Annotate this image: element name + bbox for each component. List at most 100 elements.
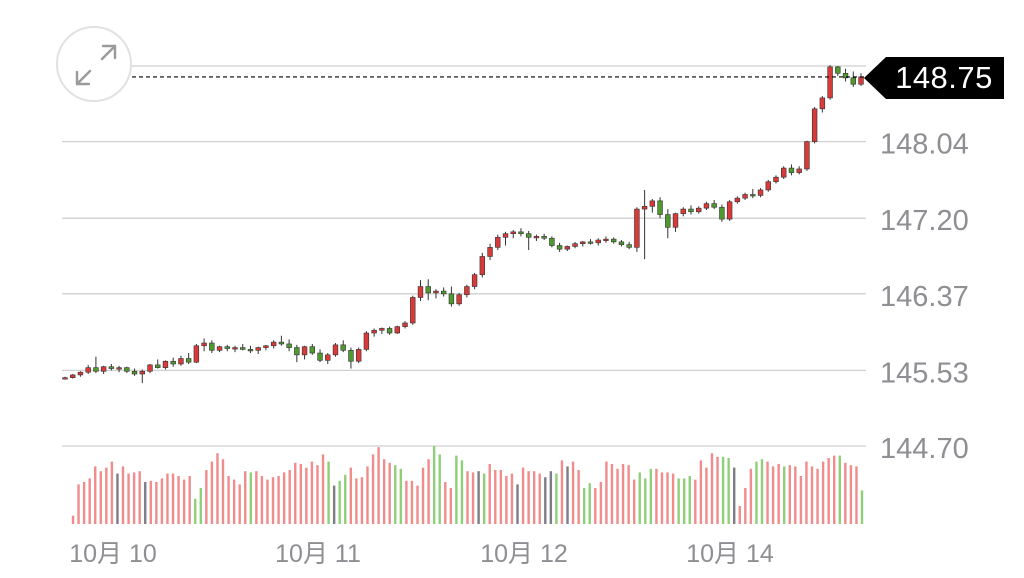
volume-bar [216, 453, 219, 524]
candle-body [541, 236, 547, 239]
candle-body [394, 326, 401, 334]
candle-body [124, 367, 130, 372]
candle [502, 231, 509, 246]
volume-bar [110, 461, 114, 524]
candle [116, 365, 122, 373]
candle [835, 66, 841, 77]
volume-bar [777, 464, 780, 524]
candle-body [680, 208, 686, 214]
candle-body [456, 294, 462, 305]
volume-bar [227, 476, 230, 524]
candle-body [471, 274, 478, 287]
candle [518, 228, 524, 237]
candle-body [626, 244, 632, 248]
candle [580, 240, 586, 247]
candle-body [386, 328, 393, 334]
candle-body [402, 322, 408, 327]
candle [711, 199, 717, 210]
candle [62, 376, 68, 380]
volume-bar [94, 466, 97, 524]
volume-bar [99, 471, 102, 524]
candle-body [185, 358, 192, 363]
candle [278, 335, 285, 346]
volume-bar [799, 476, 803, 524]
volume-bar [82, 482, 86, 524]
candle-body [525, 233, 532, 238]
candle [209, 340, 215, 354]
candle [77, 371, 84, 377]
candle [178, 355, 184, 366]
candle [232, 345, 238, 353]
volume-bar [816, 468, 819, 524]
volume-bar [538, 473, 541, 524]
candle-body [703, 203, 710, 209]
candle-body [757, 189, 764, 196]
candle-body [278, 341, 285, 345]
candle-body [580, 241, 586, 244]
volume-bar [494, 470, 497, 524]
volume-bar [632, 479, 636, 524]
volume-bar [738, 506, 741, 524]
candle [796, 166, 802, 175]
volume-bar [399, 468, 403, 524]
volume-bar [688, 476, 691, 524]
volume-bar [721, 456, 725, 524]
volume-bar [805, 461, 808, 524]
candle-body [309, 346, 315, 354]
volume-bar [460, 460, 464, 524]
volume-bar [238, 484, 241, 524]
volume-bar [655, 468, 658, 524]
candle-body [363, 332, 370, 350]
candle [788, 164, 795, 176]
candle [363, 331, 370, 352]
volume-bar [232, 479, 236, 524]
volume-bar [205, 470, 208, 524]
candle-body [665, 214, 671, 228]
candle-body [317, 352, 323, 361]
candle [85, 364, 91, 375]
candle-body [672, 213, 679, 228]
volume-bar [71, 515, 75, 524]
candle-body [556, 245, 563, 250]
candle [719, 204, 725, 222]
volume-bar [188, 476, 191, 524]
volume-bar [132, 472, 136, 524]
candle-body [564, 246, 571, 250]
candle-body [448, 293, 455, 305]
volume-bar [660, 472, 664, 524]
candle-body [726, 201, 733, 220]
volume-bar [810, 466, 814, 524]
candle-body [139, 370, 145, 375]
volume-bar [544, 477, 547, 524]
volume-bar [477, 471, 480, 524]
candle [263, 344, 269, 351]
candle [410, 295, 416, 325]
y-tick-label: 146.37 [880, 281, 969, 313]
volume-bar [88, 478, 91, 524]
candle [386, 326, 393, 335]
candle-body [688, 208, 694, 213]
candle-body [781, 167, 787, 178]
candle-body [70, 374, 76, 378]
volume-bar [305, 467, 308, 524]
volume-bar [160, 478, 164, 524]
candle [108, 363, 115, 371]
candle [510, 230, 516, 239]
last-price-value: 148.75 [895, 60, 993, 95]
candle [309, 343, 315, 355]
x-tick-label: 10月 11 [275, 540, 361, 568]
candle-body [108, 366, 115, 369]
candle [649, 199, 656, 213]
volume-bar [616, 468, 619, 524]
candle [348, 347, 354, 369]
candle [193, 343, 200, 364]
volume-bar [833, 455, 836, 524]
expand-chart-button[interactable] [56, 26, 132, 102]
volume-bar [666, 472, 669, 524]
candle-body [842, 72, 849, 79]
candle-body [77, 371, 84, 376]
volume-bar [449, 488, 453, 524]
candle [495, 234, 501, 251]
volume-bar [499, 470, 503, 524]
